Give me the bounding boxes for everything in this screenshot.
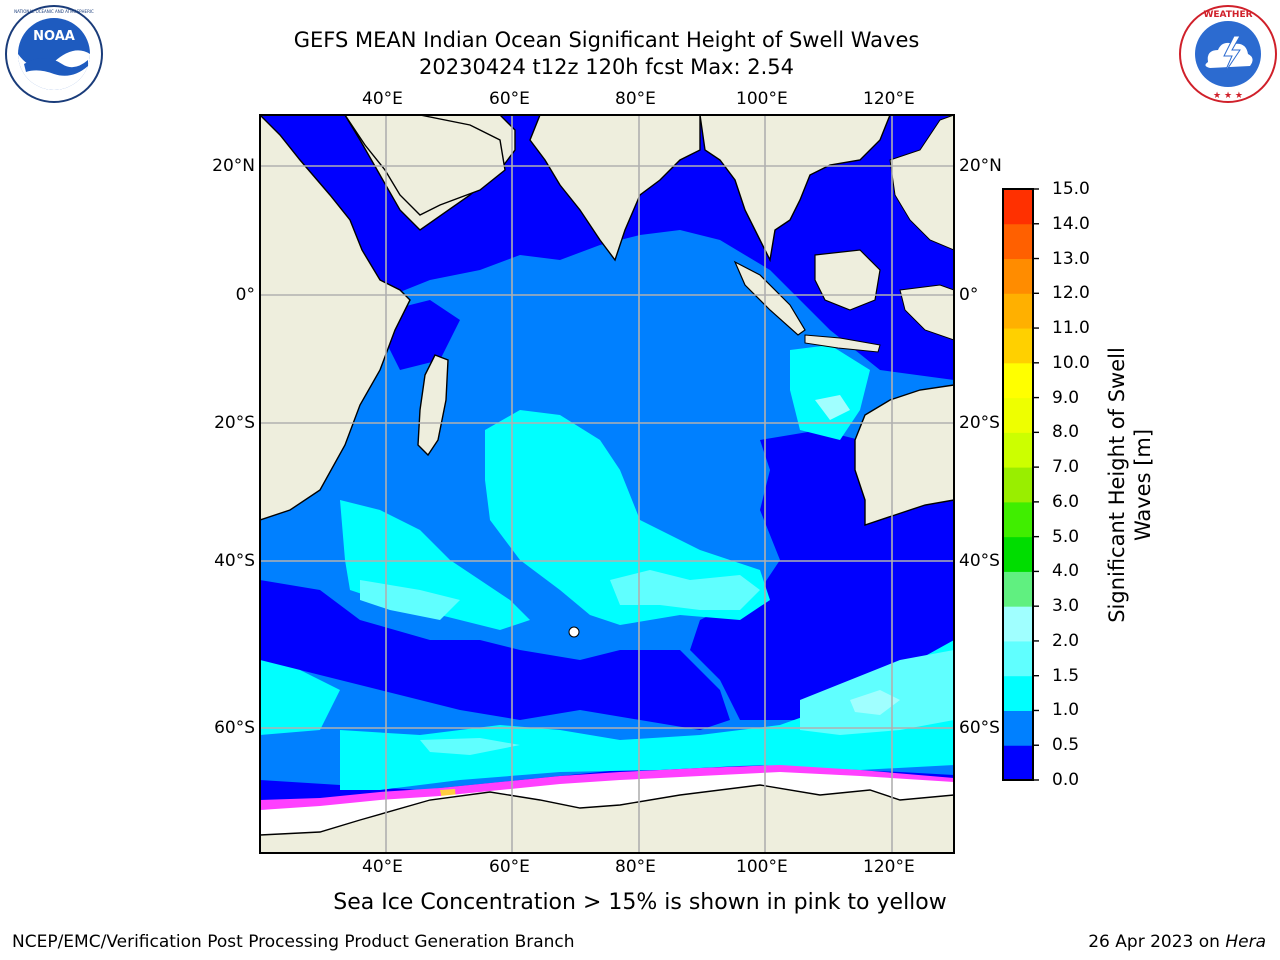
svg-text:WEATHER: WEATHER bbox=[1203, 10, 1252, 20]
footer-host: Hera bbox=[1225, 932, 1266, 952]
svg-text:NATIONAL OCEANIC AND ATMOSPHER: NATIONAL OCEANIC AND ATMOSPHERIC bbox=[14, 9, 94, 14]
australia-land bbox=[854, 384, 954, 526]
lon-label-top: 60°E bbox=[489, 89, 530, 109]
lat-label-right: 0° bbox=[959, 285, 979, 305]
colorbar-tick-label: 3.0 bbox=[1052, 596, 1080, 617]
lat-label-left: 0° bbox=[235, 285, 255, 305]
colorbar-tick-label: 9.0 bbox=[1052, 387, 1080, 408]
lat-label-left: 40°S bbox=[214, 551, 255, 571]
colorbar-segment bbox=[1003, 745, 1033, 781]
colorbar-tick-label: 4.0 bbox=[1052, 561, 1080, 582]
india-land bbox=[529, 115, 701, 262]
map-subtitle: 20230424 t12z 120h fcst Max: 2.54 bbox=[419, 55, 794, 79]
colorbar-tick-label: 11.0 bbox=[1052, 318, 1090, 339]
map-title: GEFS MEAN Indian Ocean Significant Heigh… bbox=[293, 28, 920, 52]
colorbar-segment bbox=[1003, 397, 1033, 433]
colorbar-segment bbox=[1003, 293, 1033, 329]
colorbar-segment bbox=[1003, 710, 1033, 746]
colorbar-tick-label: 0.0 bbox=[1052, 770, 1080, 790]
lon-label-top: 40°E bbox=[362, 89, 403, 109]
lon-label-top: 80°E bbox=[615, 89, 656, 109]
colorbar-tick-label: 5.0 bbox=[1052, 526, 1080, 547]
colorbar-tick-label: 6.0 bbox=[1052, 491, 1080, 512]
colorbar-segment bbox=[1003, 223, 1033, 260]
footer-credit: NCEP/EMC/Verification Post Processing Pr… bbox=[12, 932, 575, 952]
lat-label-left: 60°S bbox=[214, 718, 255, 738]
colorbar-segment bbox=[1003, 467, 1033, 503]
colorbar-tick-label: 8.0 bbox=[1052, 422, 1080, 443]
colorbar-tick-label: 1.0 bbox=[1052, 700, 1080, 721]
footer-date-text: 26 Apr 2023 on bbox=[1088, 932, 1226, 952]
lat-label-right: 40°S bbox=[959, 551, 1000, 571]
colorbar-segment bbox=[1003, 536, 1033, 572]
ocean-band-1.0-1.5-central bbox=[485, 410, 770, 625]
colorbar-segment bbox=[1003, 501, 1033, 538]
madagascar-land bbox=[417, 354, 449, 457]
colorbar-tick-label: 12.0 bbox=[1052, 283, 1090, 304]
map-grid bbox=[260, 115, 954, 853]
footer-date: 26 Apr 2023 on Hera bbox=[1088, 932, 1266, 952]
colorbar-tick-label: 1.5 bbox=[1052, 665, 1080, 686]
colorbar-segment bbox=[1003, 362, 1033, 399]
map-frame bbox=[259, 114, 955, 854]
colorbar-segment bbox=[1003, 432, 1033, 468]
colorbar-tick-label: 14.0 bbox=[1052, 213, 1090, 234]
lat-label-right: 20°N bbox=[959, 156, 1002, 176]
lon-label-top: 100°E bbox=[736, 89, 788, 109]
colorbar-tick-label: 0.5 bbox=[1052, 735, 1080, 756]
colorbar-segment bbox=[1003, 571, 1033, 607]
colorbar-tick-label: 7.0 bbox=[1052, 457, 1080, 478]
colorbar-segment bbox=[1003, 328, 1033, 364]
lon-label-bottom: 120°E bbox=[863, 857, 915, 877]
colorbar-segment bbox=[1003, 606, 1033, 642]
lat-label-right: 60°S bbox=[959, 718, 1000, 738]
lon-label-bottom: 80°E bbox=[615, 857, 656, 877]
colorbar-tick-label: 2.0 bbox=[1052, 630, 1080, 651]
noaa-logo-text: NOAA bbox=[33, 29, 75, 44]
nws-logo-icon: WEATHER ★ ★ ★ bbox=[1179, 5, 1277, 103]
sea-ice-caption: Sea Ice Concentration > 15% is shown in … bbox=[333, 890, 947, 915]
lon-label-bottom: 100°E bbox=[736, 857, 788, 877]
se-asia-land bbox=[699, 115, 891, 263]
ocean-band-1.0-1.5-east bbox=[790, 345, 870, 440]
colorbar-segment bbox=[1003, 189, 1033, 225]
colorbar-tick-label: 10.0 bbox=[1052, 352, 1090, 373]
colorbar-segment bbox=[1003, 640, 1033, 677]
antarctica-land bbox=[260, 784, 954, 853]
colorbar bbox=[1002, 188, 1039, 781]
lat-label-right: 20°S bbox=[959, 413, 1000, 433]
ocean-band-1.0-1.5-south bbox=[340, 640, 954, 790]
colorbar-frame bbox=[1002, 188, 1034, 781]
africa-land bbox=[260, 115, 700, 521]
lat-label-left: 20°S bbox=[214, 413, 255, 433]
colorbar-tick-label: 13.0 bbox=[1052, 248, 1090, 269]
lon-label-top: 120°E bbox=[863, 89, 915, 109]
colorbar-label: Significant Height of Swell Waves [m] bbox=[1105, 347, 1155, 623]
lon-label-bottom: 60°E bbox=[489, 857, 530, 877]
colorbar-segment bbox=[1003, 675, 1033, 711]
noaa-logo-icon: NOAA NATIONAL OCEANIC AND ATMOSPHERIC bbox=[5, 5, 103, 103]
colorbar-tick-label: 15.0 bbox=[1052, 179, 1090, 199]
lon-label-bottom: 40°E bbox=[362, 857, 403, 877]
lat-label-left: 20°N bbox=[212, 156, 255, 176]
colorbar-segment bbox=[1003, 258, 1033, 294]
svg-text:★ ★ ★: ★ ★ ★ bbox=[1213, 91, 1243, 101]
